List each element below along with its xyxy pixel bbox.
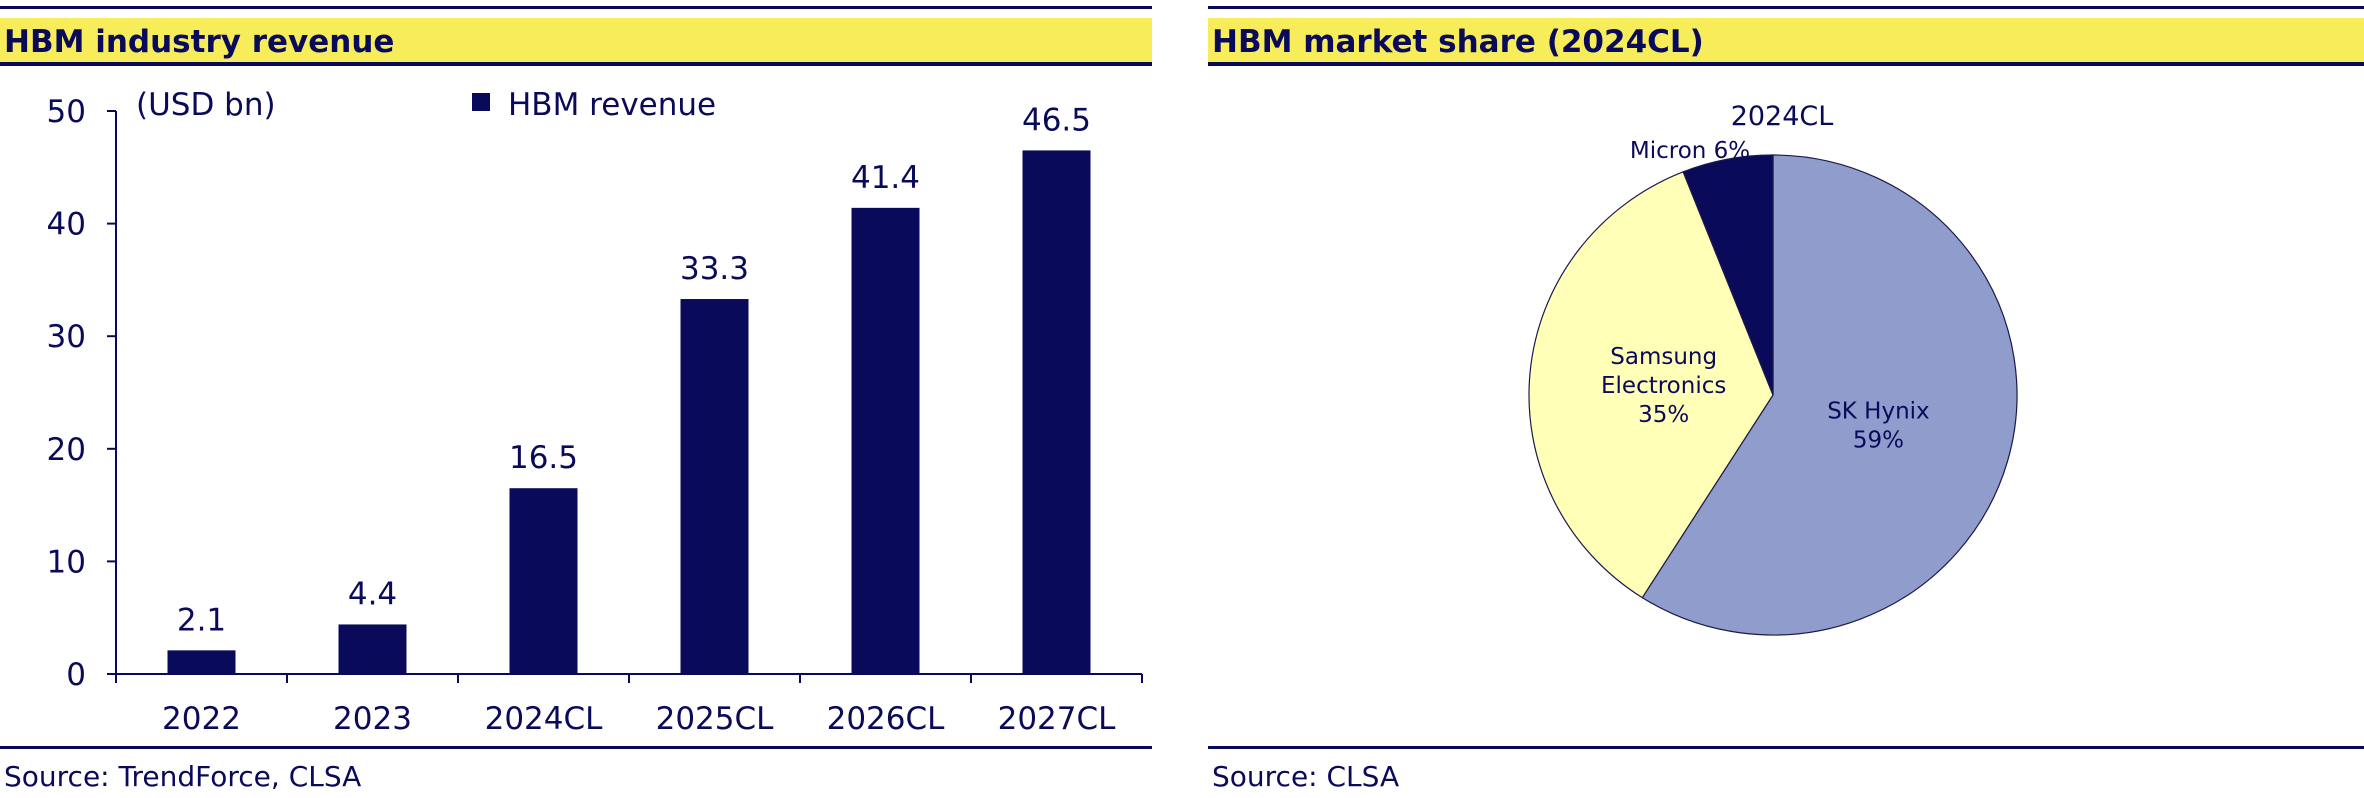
pie-slice-label: Electronics xyxy=(1601,373,1726,399)
bar-value-label: 41.4 xyxy=(851,160,920,196)
x-tick-label: 2023 xyxy=(333,701,412,737)
y-tick-label: 40 xyxy=(47,207,86,243)
bar xyxy=(338,624,407,674)
y-tick-label: 30 xyxy=(47,319,86,355)
bar xyxy=(851,207,920,674)
bar xyxy=(680,299,749,674)
top-rule xyxy=(0,6,1152,9)
pie-slice-label: Micron 6% xyxy=(1630,138,1750,164)
y-unit-label: (USD bn) xyxy=(136,87,276,123)
legend-label: HBM revenue xyxy=(508,87,716,123)
pie-slice-label: 35% xyxy=(1638,402,1689,428)
right-panel: HBM market share (2024CL) 2024CL SK Hyni… xyxy=(1208,0,2364,798)
title-bar: HBM industry revenue xyxy=(0,18,1152,66)
x-tick-label: 2025CL xyxy=(656,701,775,737)
top-rule xyxy=(1208,6,2364,9)
x-tick-label: 2026CL xyxy=(827,701,946,737)
pie-slice-label: 59% xyxy=(1853,428,1904,454)
panel-title: HBM market share (2024CL) xyxy=(1212,24,1704,60)
bottom-rule xyxy=(1208,746,2364,749)
y-tick-label: 20 xyxy=(47,432,86,468)
y-tick-label: 10 xyxy=(47,544,86,580)
bottom-rule xyxy=(0,746,1152,749)
bar-value-label: 33.3 xyxy=(680,251,749,287)
pie-chart: 2024CL SK Hynix 59% Samsung Electronics 35% M… xyxy=(1528,101,2018,636)
bar xyxy=(509,488,578,674)
bar xyxy=(167,650,236,674)
y-tick-label: 0 xyxy=(66,657,86,693)
title-bar: HBM market share (2024CL) xyxy=(1208,18,2364,66)
bar-value-label: 46.5 xyxy=(1022,102,1091,138)
pie-title: 2024CL xyxy=(1731,101,1834,132)
bar-value-label: 16.5 xyxy=(509,440,578,476)
y-tick-label: 50 xyxy=(47,94,86,130)
bar-chart: (USD bn) HBM revenue 0 10 20 30 40 50 2.1 2022… xyxy=(47,87,1143,737)
source-note: Source: TrendForce, CLSA xyxy=(4,760,362,793)
pie-slice-label: SK Hynix xyxy=(1827,399,1929,425)
x-tick-label: 2022 xyxy=(162,701,241,737)
pie-slice-micron xyxy=(1682,154,1774,396)
source-note: Source: CLSA xyxy=(1212,760,1400,793)
pie-slice-label: Samsung xyxy=(1610,344,1717,370)
bar xyxy=(1022,150,1091,674)
bar-value-label: 2.1 xyxy=(177,602,226,638)
x-tick-label: 2024CL xyxy=(485,701,604,737)
bar-value-label: 4.4 xyxy=(348,576,397,612)
pie-slice-sk-hynix xyxy=(1641,154,2018,636)
pie-slice-samsung xyxy=(1528,171,1774,599)
x-tick-label: 2027CL xyxy=(998,701,1117,737)
legend-swatch xyxy=(472,93,490,111)
panel-title: HBM industry revenue xyxy=(4,24,395,60)
left-panel: HBM industry revenue (USD bn) HBM revenu… xyxy=(0,0,1152,798)
